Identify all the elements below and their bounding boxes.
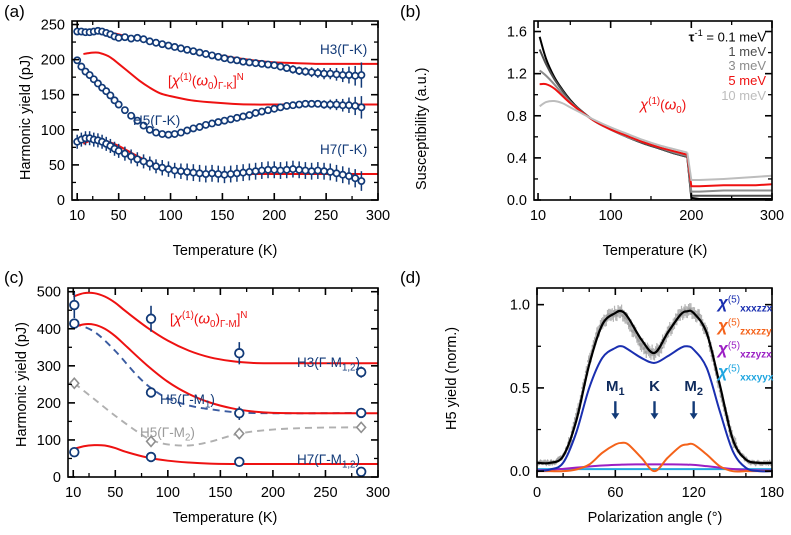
panel-b-legend-item: 5 meV xyxy=(728,72,766,88)
svg-text:250: 250 xyxy=(313,485,337,501)
svg-text:300: 300 xyxy=(37,359,61,375)
panel-a-annotation-h7: H7(Γ-K) xyxy=(320,142,368,157)
svg-text:1.6: 1.6 xyxy=(507,25,527,41)
svg-text:120: 120 xyxy=(682,485,706,501)
panel-a-canvas: 10 50 100 150 200 250 300 0 50 100 150 200 250 xyxy=(41,18,390,224)
svg-text:100: 100 xyxy=(599,208,623,224)
panel-a-annotation-chi-model: [χ(1)(ω0)Γ-K]N xyxy=(168,72,244,93)
svg-text:100: 100 xyxy=(41,123,65,139)
panel-d-legend-item: χ(5)xxxyyx xyxy=(718,362,774,384)
svg-text:10: 10 xyxy=(65,485,81,501)
panel-a-ylabel: Harmonic yield (pJ) xyxy=(18,55,34,180)
svg-text:50: 50 xyxy=(111,208,127,224)
svg-text:300: 300 xyxy=(760,208,784,224)
panel-b: 10 100 200 300 0.0 0.4 0.8 1.2 1.6 xyxy=(396,0,791,268)
panel-c-xlabel: Temperature (K) xyxy=(172,510,278,526)
svg-text:0: 0 xyxy=(53,470,61,486)
panel-b-legend-item: 10 meV xyxy=(721,87,766,103)
svg-text:300: 300 xyxy=(366,208,390,224)
panel-d-ylabel: H5 yield (norm.) xyxy=(444,326,460,430)
svg-text:200: 200 xyxy=(41,53,65,69)
panel-c-label: (c) xyxy=(4,268,24,287)
panel-c-annotation-h3: H3(Γ-M1,2) xyxy=(297,355,360,374)
panel-d: 0 60 120 180 0.0 0.5 1.0 M1 K M2 xyxy=(396,266,791,535)
panel-c: 10 50 100 150 200 250 300 0 100 200 300 400 500 xyxy=(0,266,395,535)
svg-text:400: 400 xyxy=(37,322,61,338)
svg-text:0.8: 0.8 xyxy=(507,109,527,125)
svg-text:0.4: 0.4 xyxy=(507,151,527,167)
panel-b-canvas: 10 100 200 300 0.0 0.4 0.8 1.2 1.6 xyxy=(507,20,784,224)
svg-text:100: 100 xyxy=(158,208,182,224)
panel-d-legend-item: χ(5)xzzyzx xyxy=(718,339,772,361)
panel-a-annotation-h3: H3(Γ-K) xyxy=(320,42,368,57)
svg-text:0.0: 0.0 xyxy=(510,464,530,480)
svg-text:180: 180 xyxy=(760,485,784,501)
svg-text:200: 200 xyxy=(679,208,703,224)
svg-text:0: 0 xyxy=(57,193,65,209)
panel-c-annotation-h5-m2: H5(Γ-M2) xyxy=(140,425,195,444)
panel-b-legend-item: 3 meV xyxy=(728,58,766,74)
panel-d-legend-item: χ(5)zxxzzy xyxy=(718,316,772,338)
panel-c-canvas: 10 50 100 150 200 250 300 0 100 200 300 400 500 xyxy=(37,285,390,501)
panel-b-legend-item: 1 meV xyxy=(728,43,766,59)
panel-c-ylabel: Harmonic yield (pJ) xyxy=(14,322,30,447)
panel-d-xlabel: Polarization angle (°) xyxy=(587,510,723,526)
svg-text:1.0: 1.0 xyxy=(510,298,530,314)
panel-d-marker-label: K xyxy=(649,378,660,395)
panel-d-legend: χ(5)xxxzzx χ(5)zxxzzy χ(5)xzzyzx χ(5)xxxyyx xyxy=(718,294,773,386)
svg-text:150: 150 xyxy=(41,88,65,104)
svg-text:1.2: 1.2 xyxy=(507,67,527,83)
panel-c-annotation-h5-m1: H5(Γ-M1) xyxy=(160,392,215,411)
panel-b-legend-item: τ-1 = 0.1 meV xyxy=(688,28,766,45)
svg-text:60: 60 xyxy=(607,485,623,501)
svg-text:250: 250 xyxy=(314,208,338,224)
panel-d-legend-item: χ(5)xxxzzx xyxy=(718,293,773,315)
panel-a: 10 50 100 150 200 250 300 0 50 100 150 200 250 xyxy=(0,0,395,268)
svg-text:50: 50 xyxy=(107,485,123,501)
svg-text:10: 10 xyxy=(69,208,85,224)
panel-b-label: (b) xyxy=(400,2,421,21)
svg-text:150: 150 xyxy=(208,485,232,501)
svg-text:200: 200 xyxy=(37,396,61,412)
panel-b-legend: τ-1 = 0.1 meV 1 meV 3 meV 5 meV 10 meV xyxy=(689,28,766,103)
svg-text:0.0: 0.0 xyxy=(507,193,527,209)
panel-b-xlabel: Temperature (K) xyxy=(602,243,708,259)
panel-a-xlabel: Temperature (K) xyxy=(172,243,278,259)
panel-d-marker-label: M2 xyxy=(684,378,703,398)
svg-text:0: 0 xyxy=(533,485,541,501)
svg-text:200: 200 xyxy=(261,485,285,501)
panel-b-ylabel: Susceptibility (a.u.) xyxy=(414,67,430,191)
panel-a-label: (a) xyxy=(4,2,25,21)
svg-text:10: 10 xyxy=(530,208,546,224)
svg-text:150: 150 xyxy=(210,208,234,224)
svg-text:250: 250 xyxy=(41,18,65,34)
svg-text:0.5: 0.5 xyxy=(510,381,530,397)
panel-c-annotation-chi-model: [χ(1)(ω0)Γ-M]N xyxy=(170,310,248,331)
panel-d-label: (d) xyxy=(400,268,421,287)
panel-d-marker-label: M1 xyxy=(606,378,625,398)
svg-text:100: 100 xyxy=(37,433,61,449)
svg-text:300: 300 xyxy=(366,485,390,501)
svg-text:100: 100 xyxy=(156,485,180,501)
panel-d-canvas: 0 60 120 180 0.0 0.5 1.0 M1 K M2 xyxy=(510,287,784,501)
svg-text:200: 200 xyxy=(262,208,286,224)
panel-a-annotation-h5: H5(Γ-K) xyxy=(133,113,181,128)
panel-c-annotation-h7: H7(Γ-M1,2) xyxy=(297,452,360,471)
svg-text:500: 500 xyxy=(37,285,61,301)
panel-b-annotation-chi: χ(1)(ω0) xyxy=(640,96,687,117)
svg-text:50: 50 xyxy=(49,158,65,174)
